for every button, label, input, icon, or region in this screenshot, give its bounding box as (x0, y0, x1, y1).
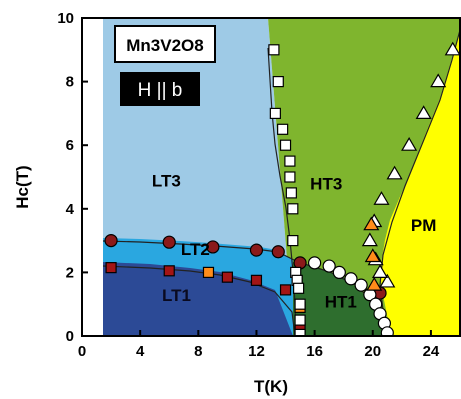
data-point-circle (322, 259, 336, 273)
data-point-circle (380, 326, 394, 336)
x-tick-label: 12 (248, 343, 265, 360)
data-point-circle (104, 234, 118, 248)
field-direction-label: H || b (138, 80, 183, 101)
data-point-triangle (415, 105, 432, 120)
data-point-square (221, 271, 233, 283)
data-point-square (294, 298, 306, 310)
y-tick-label: 6 (66, 137, 74, 154)
data-point-triangle (379, 273, 396, 288)
data-point-square (202, 266, 215, 278)
region-labels: LT3 LT2 LT1 HT3 HT1 PM (152, 172, 437, 312)
region-label-pm: PM (411, 216, 437, 235)
data-point-square (294, 314, 306, 326)
data-point-square (293, 282, 305, 294)
data-point-triangle (371, 264, 389, 278)
region-pm (380, 18, 460, 336)
region-label-ht3: HT3 (310, 175, 342, 194)
data-point-triangle (361, 232, 378, 247)
x-axis-ticks: 0 4 8 12 16 20 24 (78, 330, 440, 360)
x-tick-label: 16 (306, 343, 323, 360)
data-point-triangle (430, 73, 447, 88)
data-point-circle (249, 243, 264, 257)
y-tick-label: 4 (66, 201, 75, 218)
data-point-circle (271, 245, 285, 259)
x-tick-label: 4 (136, 343, 145, 360)
data-point-square (105, 262, 117, 274)
data-point-square (279, 284, 292, 296)
data-point-square (272, 75, 284, 88)
y-tick-label: 0 (66, 328, 74, 345)
x-tick-label: 24 (423, 343, 440, 360)
formula-box (114, 25, 216, 63)
y-tick-label: 10 (57, 10, 74, 27)
x-tick-label: 8 (194, 343, 202, 360)
data-point-circle (308, 256, 322, 270)
data-point-triangle (373, 191, 390, 205)
y-axis-label-group: Hc(T) (13, 165, 32, 208)
plot-frame (81, 17, 461, 337)
formula-label: Mn3V2O8 (126, 36, 203, 55)
data-point-circle (332, 265, 346, 279)
data-point-circle (162, 235, 176, 249)
region-label-ht1: HT1 (325, 292, 357, 311)
boundary-lt1-upper (102, 265, 296, 336)
x-axis-label: T(K) (254, 377, 288, 396)
data-point-circle (344, 272, 358, 286)
x-tick-label: 20 (364, 343, 381, 360)
field-direction-box (120, 72, 200, 106)
data-point-triangle (401, 137, 418, 151)
data-point-square (250, 274, 263, 286)
y-tick-label: 2 (66, 264, 74, 281)
data-point-square (163, 265, 175, 277)
data-point-square (287, 235, 299, 247)
y-axis-label: Hc(T) (13, 165, 32, 208)
data-point-triangle (364, 248, 381, 263)
data-point-triangle (444, 41, 460, 56)
data-point-triangle (386, 165, 403, 180)
y-tick-label: 8 (66, 74, 74, 91)
data-point-square (279, 139, 292, 151)
y-axis-ticks: 0 2 4 6 8 10 (57, 10, 88, 345)
data-point-square (294, 328, 306, 336)
data-point-square (287, 203, 299, 215)
data-point-square (269, 107, 281, 120)
data-point-triangle (363, 216, 380, 231)
data-point-square (284, 171, 296, 183)
data-point-square (284, 155, 296, 167)
x-tick-label: 0 (78, 343, 86, 360)
phase-regions (82, 18, 460, 336)
region-ht1 (293, 262, 386, 336)
region-label-lt2: LT2 (181, 240, 210, 259)
data-point-square (268, 44, 280, 56)
data-point-square (277, 123, 289, 135)
data-markers (104, 41, 460, 336)
region-label-lt3: LT3 (152, 172, 181, 191)
data-point-circle (354, 278, 368, 292)
data-point-circle (206, 240, 220, 254)
region-label-lt1: LT1 (162, 286, 191, 305)
data-point-triangle (366, 276, 383, 291)
data-point-square (285, 187, 297, 199)
